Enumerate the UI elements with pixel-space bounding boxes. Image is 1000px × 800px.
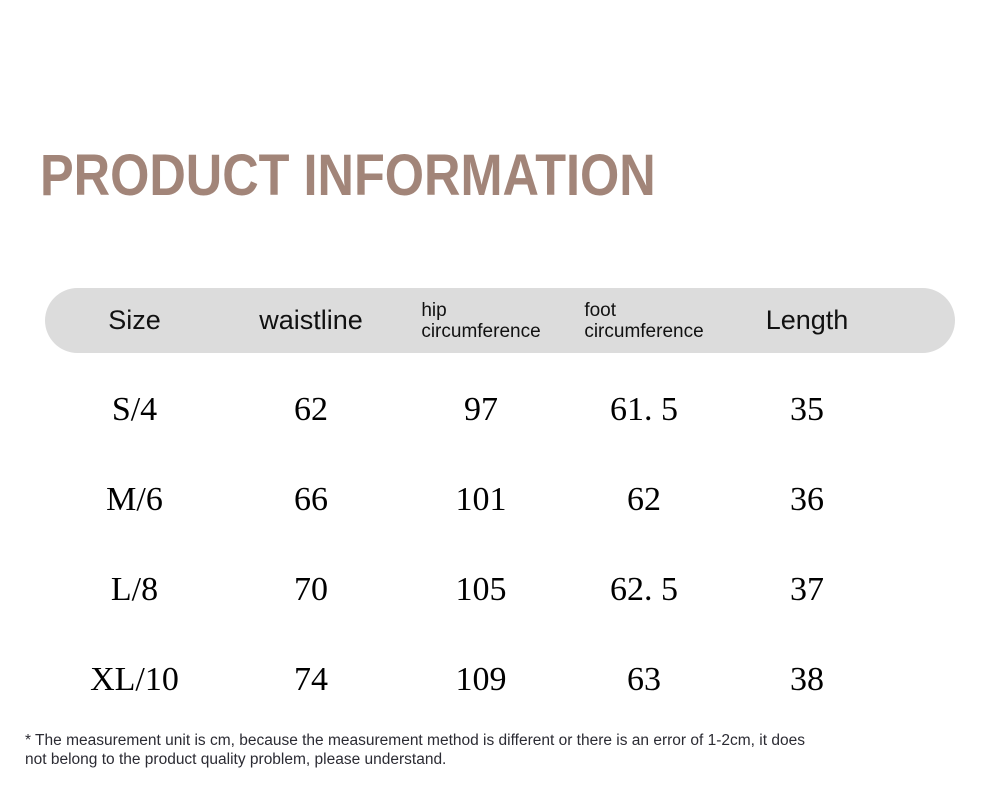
column-header-hip-circumference: hip circumference <box>421 300 540 342</box>
column-header-length: Length <box>765 305 849 335</box>
column-header-foot-circumference: foot circumference <box>584 300 703 342</box>
page-title: PRODUCT INFORMATION <box>40 143 656 208</box>
disclaimer-line1: * The measurement unit is cm, because th… <box>25 732 805 749</box>
cell-waistline-m: 66 <box>294 481 328 518</box>
disclaimer-line2: not belong to the product quality proble… <box>25 751 447 768</box>
cell-size-xl: XL/10 <box>90 661 179 698</box>
cell-foot-xl: 63 <box>627 661 661 698</box>
cell-foot-s: 61. 5 <box>610 391 678 428</box>
cell-length-l: 37 <box>790 571 824 608</box>
cell-hip-l: 105 <box>455 571 507 608</box>
foot-label-line1: foot <box>584 299 617 321</box>
hip-label-line1: hip <box>421 299 447 321</box>
cell-foot-m: 62 <box>627 481 661 518</box>
size-chart-body: S/4 62 97 61. 5 35 M/6 66 101 62 36 L/8 … <box>45 365 955 725</box>
cell-waistline-xl: 74 <box>294 661 328 698</box>
cell-waistline-l: 70 <box>294 571 328 608</box>
cell-hip-m: 101 <box>455 481 507 518</box>
cell-length-m: 36 <box>790 481 824 518</box>
cell-waistline-s: 62 <box>294 391 328 428</box>
cell-size-l: L/8 <box>110 571 159 608</box>
measurement-disclaimer: * The measurement unit is cm, because th… <box>25 731 805 769</box>
cell-hip-xl: 109 <box>455 661 507 698</box>
column-header-waistline: waistline <box>259 305 363 335</box>
cell-size-s: S/4 <box>111 391 158 428</box>
cell-length-s: 35 <box>790 391 824 428</box>
hip-label-line2: circumference <box>421 320 541 342</box>
column-header-size: Size <box>108 305 161 335</box>
size-chart-header-row: Size waistline hip circumference foot ci… <box>45 288 955 353</box>
foot-label-line2: circumference <box>584 320 704 342</box>
cell-length-xl: 38 <box>790 661 824 698</box>
cell-size-m: M/6 <box>106 481 163 518</box>
cell-foot-l: 62. 5 <box>610 571 678 608</box>
cell-hip-s: 97 <box>464 391 498 428</box>
